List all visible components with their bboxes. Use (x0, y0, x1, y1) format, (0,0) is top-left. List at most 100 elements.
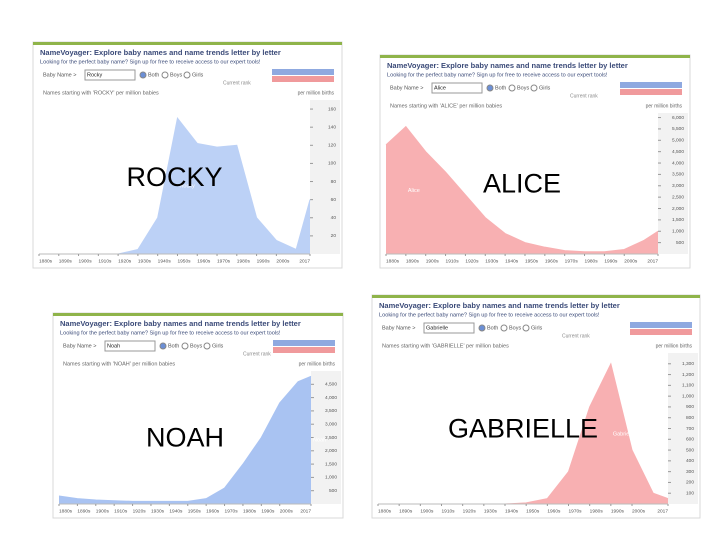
y-tick-label: 100 (328, 161, 336, 167)
y-tick-label: 500 (329, 488, 337, 494)
x-tick-label: 1910s (98, 258, 112, 264)
x-tick-label: 1940s (505, 508, 519, 514)
radio-label: Girls (212, 343, 224, 349)
search-input[interactable] (431, 82, 483, 94)
x-tick-label: 1950s (188, 508, 202, 514)
y-tick-label: 3,000 (672, 183, 684, 189)
panel-title: NameVoyager: Explore baby names and name… (60, 319, 301, 328)
radio-button[interactable] (181, 342, 189, 350)
x-tick-label: 1990s (604, 258, 618, 264)
radio-button[interactable] (159, 342, 167, 350)
radio-button[interactable] (203, 342, 211, 350)
radio-label: Girls (192, 72, 204, 78)
x-tick-label: 1900s (420, 508, 434, 514)
panel-top-bar (33, 42, 342, 45)
radio-button[interactable] (500, 324, 508, 332)
x-tick-label: 1910s (446, 258, 460, 264)
search-label: Baby Name > (382, 325, 415, 331)
x-tick-label: 1990s (261, 508, 275, 514)
search-label: Baby Name > (390, 85, 423, 91)
y-tick-label: 200 (686, 480, 694, 486)
y-tick-label: 140 (328, 124, 336, 130)
x-tick-label: 1920s (463, 508, 477, 514)
y-tick-label: 2,500 (325, 435, 337, 441)
radio-button[interactable] (530, 84, 538, 92)
rank-label: Current rank (223, 80, 251, 86)
search-input[interactable] (423, 322, 475, 334)
radio-button[interactable] (161, 71, 169, 79)
radio-button[interactable] (183, 71, 191, 79)
panel-top-bar (372, 295, 700, 298)
search-input[interactable] (104, 340, 156, 352)
x-tick-label: 1990s (257, 258, 271, 264)
radio-button[interactable] (522, 324, 530, 332)
rank-girls (620, 89, 682, 95)
radio-label: Boys (190, 343, 202, 349)
radio-button[interactable] (508, 84, 516, 92)
y-tick-label: 5,000 (672, 138, 684, 144)
radio-button[interactable] (478, 324, 486, 332)
x-tick-label: 2000s (632, 508, 646, 514)
search-input[interactable] (84, 69, 136, 81)
x-tick-label: 1960s (545, 258, 559, 264)
panel-title: NameVoyager: Explore baby names and name… (379, 301, 620, 310)
search-value: Rocky (87, 72, 103, 78)
area-fill (386, 126, 658, 254)
radio-button[interactable] (139, 71, 147, 79)
y-tick-label: 1,000 (325, 475, 337, 481)
rank-label: Current rank (562, 333, 590, 339)
series-name: Noah (313, 438, 326, 444)
radio-label: Girls (531, 325, 543, 331)
y-tick-label: 3,000 (325, 421, 337, 427)
chart-caption: Names starting with 'GABRIELLE' per mill… (382, 343, 509, 349)
y-tick-label: 1,500 (325, 461, 337, 467)
x-tick-label: 1910s (114, 508, 128, 514)
chart-caption: Names starting with 'ROCKY' per million … (43, 90, 159, 96)
name-voyager-panel: NameVoyager: Explore baby names and name… (379, 54, 691, 269)
y-tick-label: 1,100 (682, 383, 694, 389)
chart-caption: Names starting with 'ALICE' per million … (390, 103, 502, 109)
name-annotation: ALICE (483, 169, 561, 199)
y-tick-label: 1,200 (682, 372, 694, 378)
x-tick-label: 1950s (177, 258, 191, 264)
area-line (385, 125, 659, 253)
y-tick-label: 80 (331, 179, 337, 185)
panel-subtitle: Looking for the perfect baby name? Sign … (379, 312, 600, 318)
y-tick-label: 300 (686, 469, 694, 475)
radio-label: Boys (517, 85, 529, 91)
y-tick-label: 20 (331, 233, 337, 239)
search-label: Baby Name > (43, 72, 76, 78)
y-axis-panel (311, 371, 341, 504)
search-value: Alice (434, 85, 446, 91)
x-tick-label: 1990s (611, 508, 625, 514)
y-tick-label: 600 (686, 437, 694, 443)
radio-label: Both (168, 343, 179, 349)
radio-button[interactable] (486, 84, 494, 92)
x-tick-label: 1880s (39, 258, 53, 264)
x-tick-label: 1920s (133, 508, 147, 514)
unit-label: per million births (656, 343, 693, 349)
unit-label: per million births (646, 103, 683, 109)
rank-boys (272, 69, 334, 75)
y-tick-label: 1,300 (682, 361, 694, 367)
x-tick-label: 1930s (485, 258, 499, 264)
x-tick-label: 1920s (118, 258, 132, 264)
x-tick-label: 2000s (624, 258, 638, 264)
x-tick-label: 1890s (406, 258, 420, 264)
name-voyager-panel: NameVoyager: Explore baby names and name… (32, 41, 343, 269)
x-tick-label: 1980s (590, 508, 604, 514)
x-tick-label: 1960s (197, 258, 211, 264)
y-tick-label: 2,500 (672, 194, 684, 200)
panel-top-bar (53, 313, 343, 316)
name-annotation: ROCKY (126, 162, 222, 192)
rank-label: Current rank (243, 351, 271, 357)
x-tick-label: 1890s (77, 508, 91, 514)
rank-girls (273, 347, 335, 353)
x-tick-label: 2000s (276, 258, 290, 264)
x-tick-label: 2000s (280, 508, 294, 514)
x-tick-label: 1960s (547, 508, 561, 514)
y-tick-label: 100 (686, 490, 694, 496)
search-label: Baby Name > (63, 343, 96, 349)
unit-label: per million births (298, 90, 335, 96)
